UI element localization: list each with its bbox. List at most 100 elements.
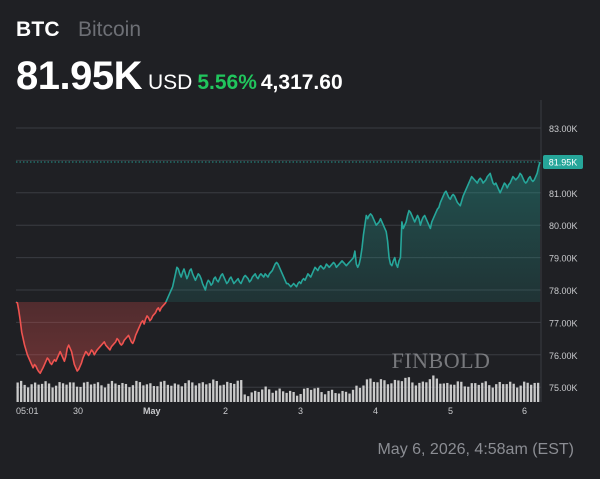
x-tick-label: May (143, 406, 161, 416)
volume-bar (351, 389, 355, 402)
volume-bar (400, 381, 404, 402)
change-percent: 5.56% (197, 71, 257, 94)
volume-bar (240, 380, 243, 402)
volume-bar (236, 380, 239, 402)
last-price-marker: 81.95K (16, 155, 583, 170)
volume-bar (215, 380, 218, 402)
volume-bar (306, 388, 309, 402)
volume-bar (44, 381, 47, 402)
volume-bar (404, 377, 407, 402)
finbold-watermark: FINBOLD (392, 348, 491, 373)
asset-name: Bitcoin (78, 18, 142, 41)
volume-bar (309, 389, 313, 402)
volume-bar (219, 385, 222, 402)
volume-bar (477, 384, 480, 402)
volume-bar (302, 388, 306, 402)
volume-bar (442, 383, 445, 402)
y-tick-label: 76.00K (549, 351, 578, 361)
volume-bar (110, 380, 114, 402)
volume-bar (117, 384, 121, 402)
volume-bar (163, 380, 166, 402)
volume-bar (505, 384, 508, 402)
volume-bar (449, 384, 452, 402)
x-tick-label: 4 (373, 406, 378, 416)
timestamp: May 6, 2026, 4:58am (EST) (377, 441, 574, 458)
x-tick-label: 5 (448, 406, 453, 416)
y-tick-label: 79.00K (549, 254, 578, 264)
volume-bar (194, 385, 197, 402)
volume-bar (439, 383, 442, 402)
volume-bar (96, 382, 100, 402)
volume-bar (86, 381, 89, 402)
volume-bar (344, 391, 348, 402)
volume-bar (187, 380, 190, 402)
volume-bar (278, 388, 281, 402)
volume-bar (481, 382, 484, 402)
volume-bar (201, 382, 204, 402)
x-tick-label: 6 (522, 406, 527, 416)
ticker-symbol: BTC (16, 18, 60, 41)
volume-bar (173, 383, 176, 402)
volume-bar (428, 379, 432, 402)
volume-bar (75, 386, 79, 402)
volume-bar (467, 386, 470, 402)
volume-bar (51, 387, 54, 402)
volume-bar (488, 385, 491, 402)
volume-bar (212, 379, 215, 402)
volume-bar (337, 393, 341, 402)
volume-bar (184, 383, 187, 402)
volume-bar (372, 381, 376, 402)
volume-bar (299, 393, 302, 402)
volume-bar (26, 387, 30, 402)
volume-bar (226, 381, 229, 402)
volume-bar (463, 386, 466, 402)
area-fill-up (165, 162, 540, 302)
x-tick-label: 2 (223, 406, 228, 416)
volume-bar (254, 390, 257, 402)
volume-bar (128, 387, 131, 402)
volume-bar (313, 388, 316, 402)
volume-bar (327, 390, 330, 402)
volume-bar (414, 385, 418, 402)
volume-bar (355, 385, 358, 402)
volume-bar (386, 384, 390, 402)
volume-bar (268, 389, 271, 402)
volume-bars (16, 375, 540, 402)
volume-bar (229, 382, 232, 402)
volume-bar (79, 386, 82, 402)
volume-bar (292, 391, 295, 402)
y-tick-label: 78.00K (549, 286, 578, 296)
volume-bar (348, 393, 351, 402)
volume-bar (149, 383, 152, 402)
last-price-tag (543, 155, 583, 170)
volume-bar (425, 382, 428, 402)
volume-bar (159, 381, 163, 402)
volume-bar (247, 396, 250, 402)
volume-bar (121, 382, 124, 402)
volume-bar (61, 383, 65, 402)
volume-bar (261, 389, 264, 402)
volume-bar (58, 382, 61, 402)
volume-bar (446, 382, 449, 402)
y-tick-label: 77.00K (549, 318, 578, 328)
volume-bar (54, 385, 58, 402)
volume-bar (103, 387, 107, 402)
volume-bar (334, 393, 337, 402)
change-absolute: 4,317.60 (260, 71, 343, 94)
y-tick-label: 80.00K (549, 221, 578, 231)
volume-bar (82, 382, 86, 402)
volume-bar (180, 386, 183, 402)
volume-bar (93, 383, 96, 402)
y-tick-label: 83.00K (549, 124, 578, 134)
volume-bar (407, 377, 411, 402)
y-axis: 83.00K 81.00K 80.00K 79.00K 78.00K 77.00K 76.0… (549, 124, 578, 393)
volume-bar (156, 386, 159, 402)
volume-bar (390, 383, 393, 402)
volume-bar (341, 390, 344, 402)
volume-bar (205, 384, 208, 402)
x-axis: 05:01 30 May 2 3 4 5 6 (16, 406, 527, 416)
volume-bar (316, 387, 320, 402)
volume-bar (470, 383, 473, 402)
volume-bar (100, 385, 103, 402)
volume-bar (33, 382, 37, 402)
